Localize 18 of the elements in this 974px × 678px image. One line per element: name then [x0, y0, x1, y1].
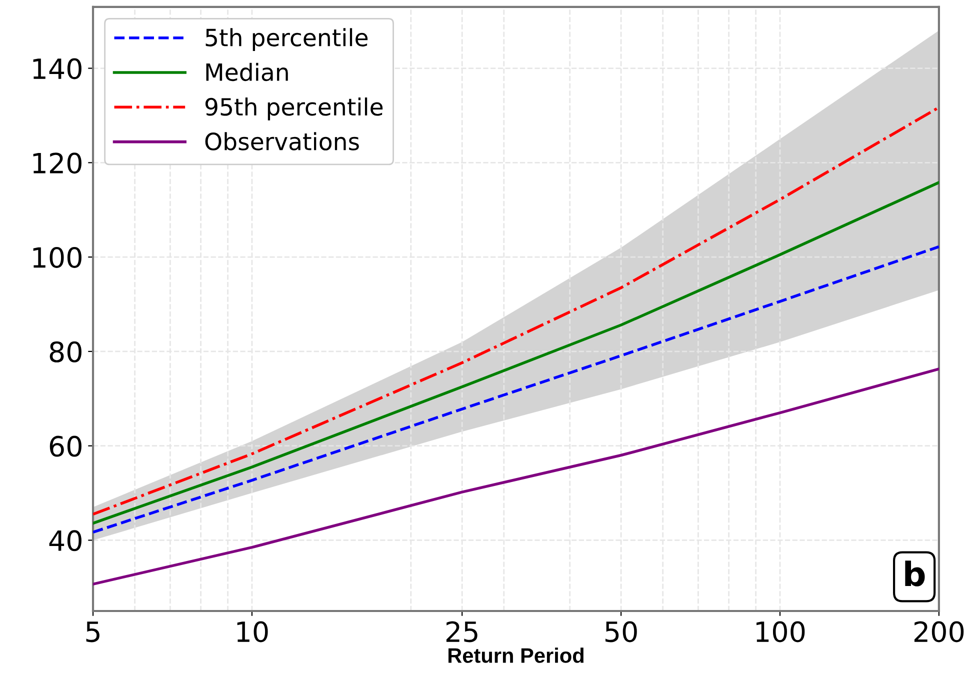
legend-label: Median	[206, 62, 288, 82]
x-tick-label: 50	[606, 621, 637, 642]
x-tick-label: 25	[446, 621, 478, 642]
y-tick-label: 60	[50, 436, 82, 457]
x-tick-label: 200	[914, 621, 964, 642]
legend-label: 95th percentile	[205, 97, 383, 120]
y-tick-label: 100	[33, 246, 82, 268]
annotation: b	[905, 560, 925, 586]
y-tick-label: 140	[33, 58, 82, 80]
x-tick-label: 100	[756, 621, 805, 642]
y-tick-label: 80	[50, 341, 82, 362]
x-tick-label: 10	[237, 621, 268, 642]
legend-label: Observations	[205, 132, 359, 150]
legend-label: 5th percentile	[206, 28, 368, 52]
x-tick-label: 5	[86, 622, 100, 642]
y-tick-label: 120	[33, 152, 82, 174]
y-tick-label: 40	[49, 530, 82, 552]
x-axis-title: Return Period	[448, 648, 584, 663]
